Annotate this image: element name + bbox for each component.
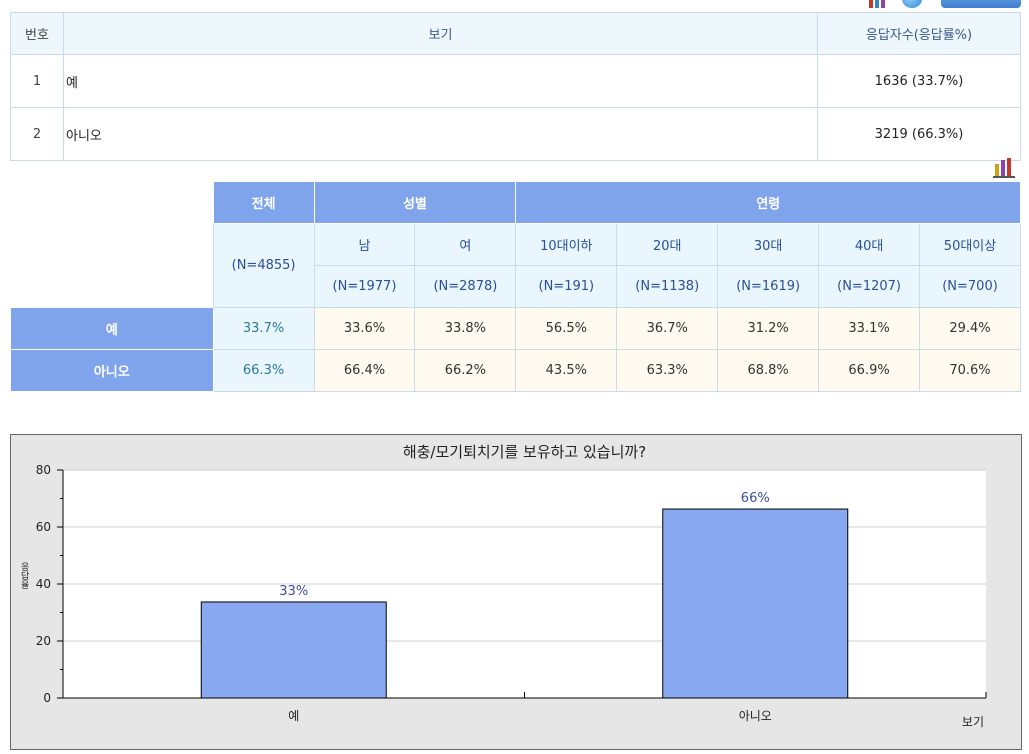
row-value: 36.7%: [616, 307, 719, 350]
crosstab-n-row: (N=1977) (N=2878) (N=191) (N=1138) (N=16…: [11, 265, 1021, 308]
crosstab-label-row: (N=4855) 남 여 10대이하 20대 30대 40대 50대이상: [11, 223, 1021, 308]
row-value: 66.2%: [414, 349, 517, 392]
row-value: 31.2%: [717, 307, 820, 350]
chart-title: 해충/모기퇴치기를 보유하고 있습니까?: [403, 443, 646, 461]
bar: [200, 601, 387, 699]
age-n: (N=1207): [818, 265, 921, 308]
row-label: 아니오: [10, 349, 214, 392]
table-row: 아니오 66.3% 66.4% 66.2% 43.5% 63.3% 68.8% …: [10, 349, 1021, 392]
toolbar-button[interactable]: [941, 0, 1021, 8]
row-value: 33.8%: [414, 307, 517, 350]
pie-chart-icon[interactable]: [902, 0, 922, 8]
age-n: (N=191): [515, 265, 618, 308]
answers-header-row: 번호 보기 응답자수(응답률%): [10, 12, 1021, 55]
row-value: 63.3%: [616, 349, 719, 392]
data-label: 33%: [279, 584, 308, 599]
age-label: 50대이상: [919, 223, 1021, 266]
row-value: 33.6%: [313, 307, 416, 350]
header-option: 보기: [63, 12, 818, 55]
data-label: 66%: [741, 491, 770, 506]
y-tick-label: 0: [43, 691, 51, 705]
header-total: 전체: [212, 181, 315, 224]
table-row: 예 33.7% 33.6% 33.8% 56.5% 36.7% 31.2% 33…: [10, 307, 1021, 350]
row-number: 1: [10, 54, 64, 108]
row-value: 66.4%: [313, 349, 416, 392]
age-n: (N=700): [919, 265, 1021, 308]
row-total: 33.7%: [212, 307, 315, 350]
bar: [662, 508, 849, 699]
y-tick-label: 40: [36, 577, 51, 591]
x-axis-label: 보기: [962, 715, 984, 729]
row-value: 43.5%: [515, 349, 618, 392]
row-responses: 1636 (33.7%): [817, 54, 1021, 108]
header-number: 번호: [10, 12, 64, 55]
gender-n: (N=1977): [313, 265, 416, 308]
age-label: 40대: [818, 223, 921, 266]
crosstab-group-row: 전체 성별 연령: [10, 181, 1021, 308]
header-responses: 응답자수(응답률%): [817, 12, 1021, 55]
age-n: (N=1138): [616, 265, 719, 308]
y-tick-label: 60: [36, 520, 51, 534]
age-n: (N=1619): [717, 265, 820, 308]
row-value: 68.8%: [717, 349, 820, 392]
x-tick-label: 아니오: [739, 709, 772, 723]
gender-n: (N=2878): [414, 265, 517, 308]
y-tick-label: 20: [36, 634, 51, 648]
table-row: 2 아니오 3219 (66.3%): [10, 107, 1021, 161]
row-option: 예: [63, 54, 818, 108]
bar-chart-icon[interactable]: [993, 158, 1015, 178]
row-option: 아니오: [63, 107, 818, 161]
row-value: 66.9%: [818, 349, 921, 392]
row-label: 예: [10, 307, 214, 350]
gender-label: 여: [414, 223, 517, 266]
total-n: (N=4855): [212, 223, 315, 308]
chart-panel: 0 20 40 60 80 33% 예 66% 아니오 해충/모기퇴치기를 보유하고 있습니까? 보…: [10, 434, 1022, 750]
age-label: 10대이하: [515, 223, 618, 266]
row-value: 70.6%: [919, 349, 1021, 392]
x-tick-label: 예: [288, 709, 299, 723]
row-total: 66.3%: [212, 349, 315, 392]
corner-cell: [10, 181, 214, 308]
row-value: 29.4%: [919, 307, 1021, 350]
row-number: 2: [10, 107, 64, 161]
row-value: 56.5%: [515, 307, 618, 350]
header-gender: 성별: [313, 181, 517, 224]
row-value: 33.1%: [818, 307, 921, 350]
table-row: 1 예 1636 (33.7%): [10, 54, 1021, 108]
bar-chart-icon[interactable]: [868, 0, 886, 8]
row-responses: 3219 (66.3%): [817, 107, 1021, 161]
age-label: 30대: [717, 223, 820, 266]
crosstab-table: 전체 성별 연령 (N=4855) 남 여 10대이하 20대 30대 40대 …: [10, 181, 1021, 392]
bar-chart: 0 20 40 60 80 33% 예 66% 아니오 해충/모기퇴치기를 보유하고 있습니까? 보…: [21, 443, 987, 729]
gender-label: 남: [313, 223, 416, 266]
y-tick-label: 80: [36, 463, 51, 477]
header-age: 연령: [515, 181, 1021, 224]
answers-table: 번호 보기 응답자수(응답률%) 1 예 1636 (33.7%) 2 아니오 …: [10, 12, 1021, 161]
age-label: 20대: [616, 223, 719, 266]
